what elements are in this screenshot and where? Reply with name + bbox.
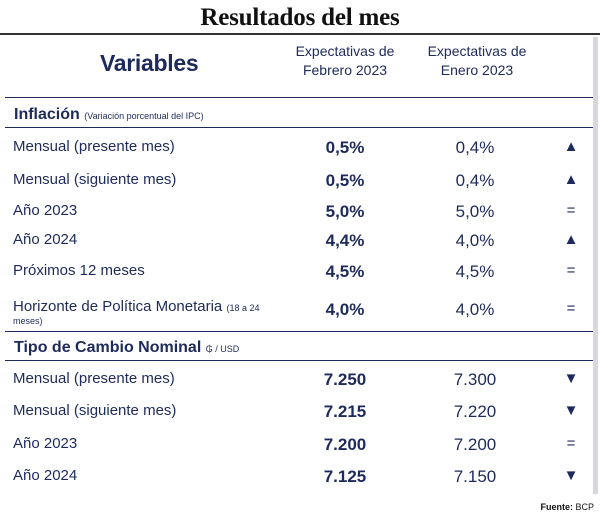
- row-label-note: (18 a 24: [226, 303, 260, 313]
- row-label: Horizonte de Política Monetaria (18 a 24: [13, 298, 259, 315]
- inflation-section-title: Inflación (Variación porcentual del IPC): [14, 106, 204, 124]
- exchange-note: ₲ / USD: [205, 344, 240, 354]
- table-row: Año 2024 7.125 7.150 ▼: [0, 467, 600, 493]
- row-label: Año 2023: [13, 202, 78, 219]
- jan-2023-column-header: Expectativas de Enero 2023: [412, 42, 542, 80]
- row-label: Año 2024: [13, 467, 78, 484]
- jan-value: 7.300: [453, 370, 497, 389]
- feb-value: 0,5%: [325, 138, 365, 157]
- feb-value: 4,0%: [325, 300, 365, 319]
- feb-value: 5,0%: [325, 202, 365, 221]
- feb-value: 4,4%: [325, 231, 365, 250]
- jan-value: 4,5%: [455, 262, 495, 281]
- trend-down-icon: ▼: [563, 467, 579, 484]
- feb-value: 0,5%: [325, 171, 365, 190]
- page-title: Resultados del mes: [200, 4, 400, 31]
- exchange-divider: [5, 360, 593, 361]
- feb-value: 4,5%: [325, 262, 365, 281]
- header-divider: [5, 97, 593, 98]
- trend-up-icon: ▲: [563, 231, 579, 248]
- jan-value: 4,0%: [455, 300, 495, 319]
- trend-equal-icon: =: [566, 435, 576, 452]
- row-label-text: Horizonte de Política Monetaria: [13, 298, 223, 315]
- jan-value: 7.220: [453, 402, 497, 421]
- feb-2023-column-header: Expectativas de Febrero 2023: [280, 42, 410, 80]
- inflation-note: (Variación porcentual del IPC): [84, 111, 204, 121]
- trend-equal-icon: =: [566, 300, 576, 317]
- jan-header-line1: Expectativas de: [427, 43, 527, 59]
- variables-header: Variables: [100, 50, 199, 76]
- row-label-note-continued: meses): [13, 316, 43, 326]
- inflation-divider: [5, 127, 593, 128]
- row-label: Año 2024: [13, 231, 78, 248]
- trend-up-icon: ▲: [563, 138, 579, 155]
- table-row: Mensual (presente mes) 0,5% 0,4% ▲: [0, 138, 600, 164]
- feb-value: 7.200: [323, 435, 367, 454]
- table-row: Mensual (siguiente mes) 0,5% 0,4% ▲: [0, 171, 600, 197]
- row-label: Mensual (siguiente mes): [13, 171, 177, 188]
- row-label: Mensual (siguiente mes): [13, 402, 177, 419]
- trend-equal-icon: =: [566, 262, 576, 279]
- exchange-divider-top: [5, 331, 593, 332]
- table-row: Año 2023 5,0% 5,0% =: [0, 202, 600, 228]
- table-row: Mensual (siguiente mes) 7.215 7.220 ▼: [0, 402, 600, 428]
- jan-value: 0,4%: [455, 171, 495, 190]
- trend-down-icon: ▼: [563, 402, 579, 419]
- jan-value: 7.200: [453, 435, 497, 454]
- feb-value: 7.215: [323, 402, 367, 421]
- feb-value: 7.125: [323, 467, 367, 486]
- trend-down-icon: ▼: [563, 370, 579, 387]
- source-label: Fuente:: [540, 502, 573, 512]
- row-label: Mensual (presente mes): [13, 370, 175, 387]
- table-row: Próximos 12 meses 4,5% 4,5% =: [0, 262, 600, 288]
- feb-value: 7.250: [323, 370, 367, 389]
- row-label: Próximos 12 meses: [13, 262, 145, 279]
- table-row: Mensual (presente mes) 7.250 7.300 ▼: [0, 370, 600, 396]
- table-row: Año 2023 7.200 7.200 =: [0, 435, 600, 461]
- title-divider: [0, 33, 600, 35]
- jan-header-line2: Enero 2023: [440, 62, 514, 78]
- row-label: Mensual (presente mes): [13, 138, 175, 155]
- results-panel: [3, 37, 598, 494]
- jan-value: 7.150: [453, 467, 497, 486]
- feb-header-line1: Expectativas de: [295, 43, 395, 59]
- jan-value: 0,4%: [455, 138, 495, 157]
- trend-up-icon: ▲: [563, 171, 579, 188]
- source-value: BCP: [575, 502, 594, 512]
- table-row: Año 2024 4,4% 4,0% ▲: [0, 231, 600, 257]
- jan-value: 4,0%: [455, 231, 495, 250]
- jan-value: 5,0%: [455, 202, 495, 221]
- feb-header-line2: Febrero 2023: [302, 62, 388, 78]
- table-row: Horizonte de Política Monetaria (18 a 24…: [0, 298, 600, 330]
- trend-equal-icon: =: [566, 202, 576, 219]
- row-label: Año 2023: [13, 435, 78, 452]
- inflation-title: Inflación: [14, 106, 80, 123]
- exchange-title: Tipo de Cambio Nominal: [14, 339, 202, 356]
- exchange-section-title: Tipo de Cambio Nominal ₲ / USD: [14, 339, 239, 357]
- source-note: Fuente: BCP: [540, 502, 594, 512]
